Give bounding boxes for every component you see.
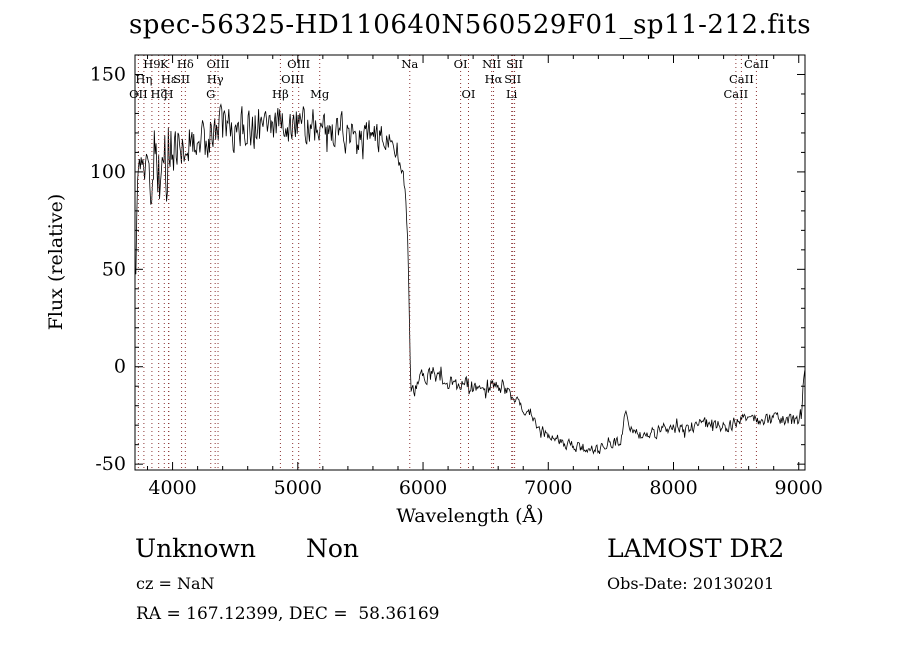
spectral-line-label: OIII [281,72,304,86]
spectrum-trace-group [134,103,806,455]
x-tick-label: 4000 [148,477,196,499]
spectral-line-label: Hβ [272,87,289,101]
y-axis-label: Flux (relative) [45,194,67,331]
spectral-line-label: OIII [287,57,310,71]
classification-label: Unknown [135,534,256,563]
spectral-line-label: Na [401,57,418,71]
spectral-line-label: Mg [310,87,330,101]
spectral-line-label: Hγ [207,72,224,86]
spectral-line-label: SII [504,72,521,86]
obs-date-value: Obs-Date: 20130201 [607,574,775,593]
spectral-line-label: K [160,57,169,71]
spectral-line-label: H [164,87,174,101]
spectral-line-label: OI [462,87,476,101]
spectral-line-label: Hη [135,72,152,86]
spectral-line-label: H9 [143,57,160,71]
y-tick-label: 0 [114,356,126,378]
spectral-line-label: SII [506,57,523,71]
subclass-label: Non [305,534,360,563]
spectrum-plot: spec-56325-HD110640N560529F01_sp11-212.f… [45,10,823,527]
spectrum-path [134,103,806,455]
spectral-line-label: Li [506,87,518,101]
spectral-line-label: Hε [161,72,177,86]
x-tick-label: 7000 [524,477,572,499]
plot-title: spec-56325-HD110640N560529F01_sp11-212.f… [129,10,811,40]
spectral-line-label: NII [482,57,501,71]
spectral-line-label: Hδ [177,57,194,71]
spectral-line-label: CaII [723,87,748,101]
spectral-line-label: G [206,87,215,101]
y-tick-label: -50 [95,453,126,475]
x-tick-label: 8000 [649,477,697,499]
classification-line: Unknown Non [135,534,359,563]
x-tick-label: 9000 [775,477,823,499]
x-tick-label: 5000 [274,477,322,499]
coordinates-value: RA = 167.12399, DEC = 58.36169 [136,604,440,624]
plot-border [134,54,806,471]
spectral-line-label: Hα [485,72,503,86]
spectral-line-label: CaII [744,57,769,71]
axes-group: 4000 5000 6000 7000 8000 9000 -50 0 50 100 150 [90,54,823,499]
spectral-line-label: OIII [206,57,229,71]
survey-label: LAMOST DR2 [607,534,785,563]
cz-value: cz = NaN [136,574,215,593]
spectral-line-label: CaII [729,72,754,86]
y-tick-label: 100 [90,161,126,183]
x-tick-label: 6000 [399,477,447,499]
spectral-line-label: SII [173,72,190,86]
x-axis-label: Wavelength (Å) [396,505,543,527]
y-tick-label: 50 [102,258,126,280]
y-tick-label: 150 [90,63,126,85]
spectral-line-label: OI [454,57,468,71]
spectral-line-label: Hζ [151,87,167,101]
